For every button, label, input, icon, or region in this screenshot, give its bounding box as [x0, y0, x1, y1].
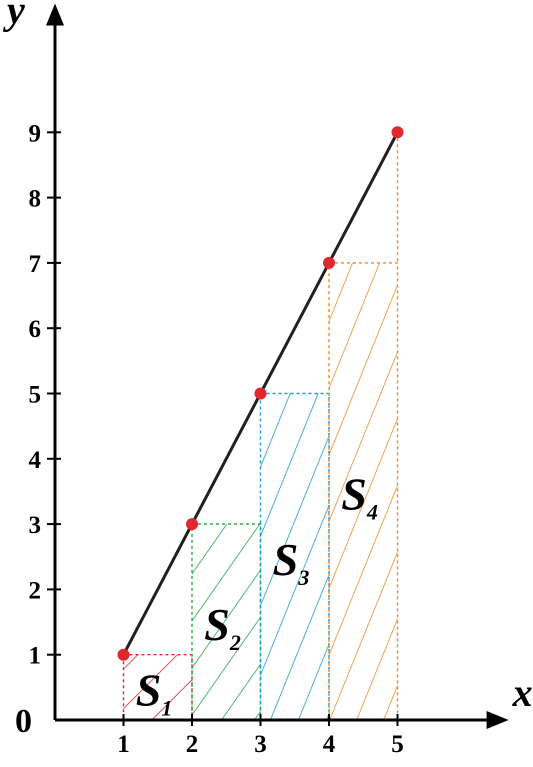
region-fill-1 [123, 654, 192, 720]
y-axis-arrow [46, 3, 64, 26]
x-tick-label-4: 4 [323, 731, 336, 758]
data-point-5 [391, 126, 404, 139]
region-fill-2 [192, 524, 261, 720]
x-tick-label-5: 5 [391, 731, 404, 758]
labels-layer: S1 S2 S3 S4 1 2 3 4 5 1 2 3 4 5 6 7 8 9 x y 0 [3, 0, 533, 758]
y-tick-label-1: 1 [29, 643, 42, 670]
x-tick-label-2: 2 [186, 731, 199, 758]
y-tick-label-5: 5 [29, 382, 42, 409]
y-tick-label-2: 2 [29, 577, 42, 604]
y-tick-label-7: 7 [29, 251, 42, 278]
region-fill-4 [329, 262, 398, 720]
data-point-2 [186, 518, 198, 531]
x-tick-label-3: 3 [254, 731, 267, 758]
y-tick-label-3: 3 [29, 512, 42, 539]
origin-label: 0 [15, 703, 32, 740]
y-axis-label: y [3, 0, 25, 33]
x-axis-label: x [512, 670, 533, 715]
regions-layer [122, 132, 399, 721]
x-tick-label-1: 1 [117, 731, 130, 758]
y-tick-label-4: 4 [29, 447, 42, 474]
region-fill-3 [260, 393, 329, 720]
data-point-3 [254, 387, 267, 400]
region-label-2: S2 [204, 599, 241, 655]
data-point-4 [323, 256, 335, 269]
y-tick-label-6: 6 [29, 316, 42, 343]
axes-layer [46, 3, 509, 729]
y-tick-label-8: 8 [29, 186, 42, 213]
region-label-4: S4 [341, 468, 378, 524]
data-point-1 [117, 648, 130, 661]
x-axis-arrow [486, 711, 509, 729]
y-tick-label-9: 9 [29, 120, 42, 147]
region-label-1: S1 [136, 664, 173, 720]
region-outline-3 [259, 392, 330, 721]
region-label-3: S3 [273, 534, 310, 590]
line-layer [117, 126, 404, 661]
